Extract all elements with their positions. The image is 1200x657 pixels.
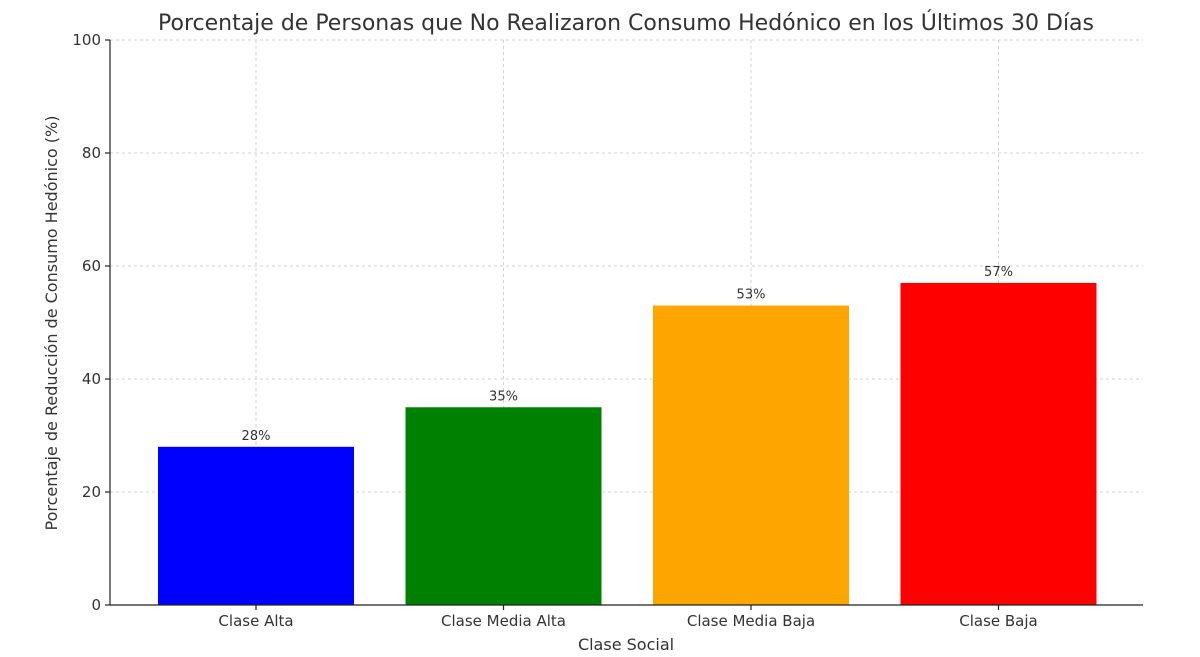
x-axis-ticks: Clase Alta Clase Media Alta Clase Media Ba… xyxy=(218,605,1038,630)
x-tick-label: Clase Alta xyxy=(218,612,293,630)
y-axis-label: Porcentaje de Reducción de Consumo Hedón… xyxy=(42,116,61,531)
y-tick-label: 0 xyxy=(91,596,101,614)
x-tick-label: Clase Baja xyxy=(959,612,1038,630)
bar xyxy=(653,305,849,605)
bar-value-label: 57% xyxy=(984,265,1013,280)
bar xyxy=(900,282,1097,605)
bars-group xyxy=(158,282,1097,605)
y-tick-label: 20 xyxy=(82,483,101,501)
x-tick-label: Clase Media Alta xyxy=(441,612,566,630)
y-tick-label: 100 xyxy=(72,31,101,49)
bar-value-label: 53% xyxy=(737,288,766,303)
bar xyxy=(405,407,602,605)
y-tick-label: 80 xyxy=(82,144,101,162)
bar xyxy=(158,446,354,605)
y-tick-label: 60 xyxy=(82,257,101,275)
x-tick-label: Clase Media Baja xyxy=(687,612,815,630)
chart-title: Porcentaje de Personas que No Realizaron… xyxy=(158,10,1094,36)
bar-value-label: 35% xyxy=(489,389,518,404)
x-axis-label: Clase Social xyxy=(578,635,674,654)
y-tick-label: 40 xyxy=(82,370,101,388)
bar-value-label: 28% xyxy=(242,429,271,444)
y-axis-ticks: 0 20 40 60 80 100 xyxy=(72,31,110,614)
data-labels-group: 28% 35% 53% 57% xyxy=(242,265,1013,444)
